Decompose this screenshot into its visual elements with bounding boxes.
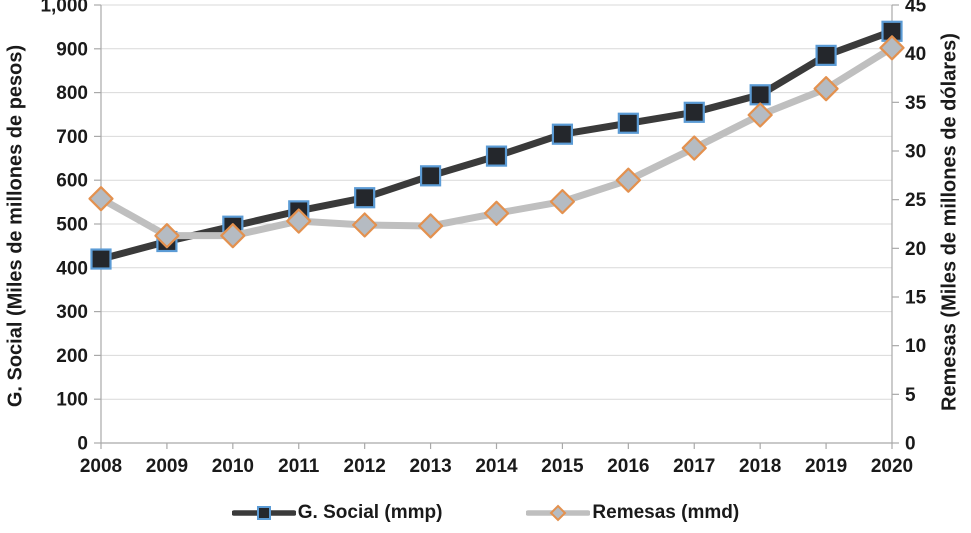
right-tick-label: 0 xyxy=(905,434,916,455)
data-point-marker xyxy=(815,44,837,66)
data-point-marker xyxy=(747,102,773,128)
x-tick-label: 2013 xyxy=(409,456,451,477)
left-tick-label: 500 xyxy=(56,215,88,236)
right-tick-label: 10 xyxy=(905,336,926,357)
data-point-marker xyxy=(879,35,905,61)
left-tick-label: 0 xyxy=(77,434,88,455)
x-tick-label: 2020 xyxy=(871,456,913,477)
legend-label-remesas: Remesas (mmd) xyxy=(592,502,740,523)
data-point-marker xyxy=(154,223,180,249)
data-point-marker xyxy=(417,213,444,239)
data-point-marker xyxy=(90,248,112,270)
data-point-marker xyxy=(419,165,442,187)
x-tick-label: 2015 xyxy=(541,456,584,477)
right-tick-label: 25 xyxy=(905,190,927,211)
left-tick-label: 1,000 xyxy=(40,0,88,17)
data-point-marker xyxy=(551,123,574,145)
right-tick-label: 35 xyxy=(905,93,927,114)
legend-label-g-social: G. Social (mmp) xyxy=(297,502,443,523)
data-point-marker xyxy=(352,212,378,238)
data-point-marker xyxy=(220,223,246,249)
x-tick-label: 2019 xyxy=(805,456,847,477)
left-tick-label: 400 xyxy=(56,258,88,279)
right-tick-label: 45 xyxy=(905,0,927,17)
x-tick-label: 2010 xyxy=(212,456,254,477)
data-point-marker xyxy=(549,189,576,215)
chart-legend: G. Social (mmp) Remesas (mmd) xyxy=(0,502,971,524)
left-tick-label: 100 xyxy=(56,390,88,411)
x-tick-label: 2012 xyxy=(344,456,386,477)
left-tick-label: 300 xyxy=(56,302,88,323)
left-tick-label: 600 xyxy=(56,171,88,192)
left-tick-label: 800 xyxy=(56,83,88,104)
right-tick-label: 15 xyxy=(905,288,927,309)
remesas-swatch-icon xyxy=(526,504,591,522)
left-tick-label: 200 xyxy=(56,346,88,367)
data-point-marker xyxy=(813,76,839,102)
data-point-marker xyxy=(483,200,510,226)
data-point-marker xyxy=(615,167,641,193)
right-tick-label: 20 xyxy=(905,239,926,260)
right-tick-label: 40 xyxy=(905,44,926,65)
x-tick-label: 2014 xyxy=(475,456,518,477)
left-tick-label: 900 xyxy=(56,39,88,60)
x-tick-label: 2008 xyxy=(80,456,122,477)
right-tick-label: 5 xyxy=(905,385,916,406)
legend-item-remesas: Remesas (mmd) xyxy=(526,502,739,524)
x-tick-label: 2009 xyxy=(146,456,188,477)
right-axis-title: Remesas (Miles de millones de dólares) xyxy=(938,33,961,411)
data-point-marker xyxy=(88,186,114,212)
x-tick-label: 2011 xyxy=(278,456,320,477)
x-tick-label: 2017 xyxy=(673,456,715,477)
data-point-marker xyxy=(749,84,771,106)
data-point-marker xyxy=(683,101,705,123)
left-axis-title: G. Social (Miles de millones de pesos) xyxy=(4,44,27,408)
x-tick-label: 2018 xyxy=(739,456,781,477)
right-tick-label: 30 xyxy=(905,142,926,163)
data-point-marker xyxy=(354,187,376,209)
g-social-swatch-icon xyxy=(231,506,296,520)
data-point-marker xyxy=(286,208,312,234)
data-point-marker xyxy=(617,112,639,134)
left-tick-label: 700 xyxy=(56,127,88,148)
legend-item-g-social: G. Social (mmp) xyxy=(231,502,443,524)
data-point-marker xyxy=(681,135,707,161)
x-tick-label: 2016 xyxy=(607,456,649,477)
data-point-marker xyxy=(485,145,508,167)
